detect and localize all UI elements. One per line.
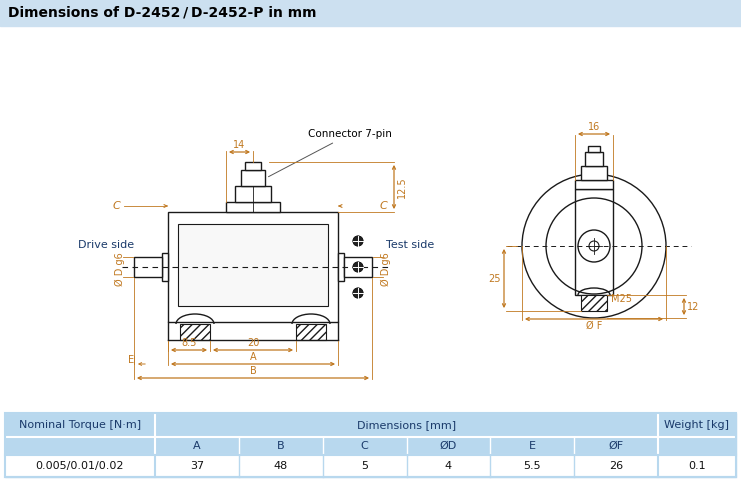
Circle shape — [353, 236, 363, 246]
Circle shape — [353, 288, 363, 298]
Text: 20: 20 — [247, 338, 259, 348]
Text: 12.5: 12.5 — [397, 176, 407, 198]
Bar — [5, 455, 736, 477]
Text: 8.5: 8.5 — [182, 338, 196, 348]
Circle shape — [353, 262, 363, 272]
Text: 26: 26 — [609, 461, 623, 471]
Text: Ø D g6: Ø D g6 — [115, 252, 125, 286]
Text: Dimensions [mm]: Dimensions [mm] — [357, 420, 456, 430]
Text: E: E — [529, 441, 536, 451]
Text: 25: 25 — [488, 274, 501, 284]
Text: Connector 7-pin: Connector 7-pin — [268, 129, 392, 177]
Text: 14: 14 — [233, 140, 245, 150]
Bar — [581, 295, 607, 311]
Text: C: C — [361, 441, 368, 451]
Text: Nominal Torque [N·m]: Nominal Torque [N·m] — [19, 420, 141, 430]
Text: M25: M25 — [611, 294, 632, 304]
Text: 12: 12 — [687, 301, 700, 312]
Text: C: C — [112, 201, 120, 211]
Text: C: C — [380, 201, 388, 211]
Text: Ø F: Ø F — [586, 321, 602, 331]
Text: Ø D g6: Ø D g6 — [381, 252, 391, 286]
Text: 5.5: 5.5 — [523, 461, 541, 471]
Bar — [344, 257, 372, 277]
Bar — [162, 253, 168, 281]
Text: 48: 48 — [273, 461, 288, 471]
Bar — [5, 413, 736, 477]
Bar — [585, 152, 603, 166]
Bar — [338, 253, 344, 281]
Text: ØD: ØD — [440, 441, 457, 451]
Bar — [575, 180, 613, 189]
Text: 16: 16 — [588, 122, 600, 132]
Text: 4: 4 — [445, 461, 452, 471]
Text: Weight [kg]: Weight [kg] — [665, 420, 729, 430]
Bar — [235, 186, 271, 202]
Text: 5: 5 — [361, 461, 368, 471]
Bar — [575, 189, 613, 295]
Bar — [134, 257, 162, 277]
Bar — [581, 166, 607, 180]
Bar — [226, 202, 280, 212]
Text: Test side: Test side — [386, 240, 434, 250]
Text: E: E — [128, 355, 134, 365]
Bar — [241, 170, 265, 186]
Text: B: B — [277, 441, 285, 451]
Text: B: B — [250, 366, 256, 376]
Bar — [296, 324, 326, 340]
Text: Dimensions of D-2452 / D-2452-P in mm: Dimensions of D-2452 / D-2452-P in mm — [8, 6, 316, 20]
Bar — [0, 0, 741, 26]
Text: A: A — [250, 352, 256, 362]
Bar — [245, 162, 261, 170]
Bar — [588, 146, 600, 152]
Bar — [178, 224, 328, 306]
Text: 0.1: 0.1 — [688, 461, 706, 471]
Text: ØF: ØF — [608, 441, 624, 451]
Text: Drive side: Drive side — [78, 240, 134, 250]
Bar — [5, 413, 736, 477]
Text: 37: 37 — [190, 461, 204, 471]
Bar — [180, 324, 210, 340]
Text: 0.005/0.01/0.02: 0.005/0.01/0.02 — [36, 461, 124, 471]
Bar — [168, 212, 338, 322]
Text: A: A — [193, 441, 201, 451]
